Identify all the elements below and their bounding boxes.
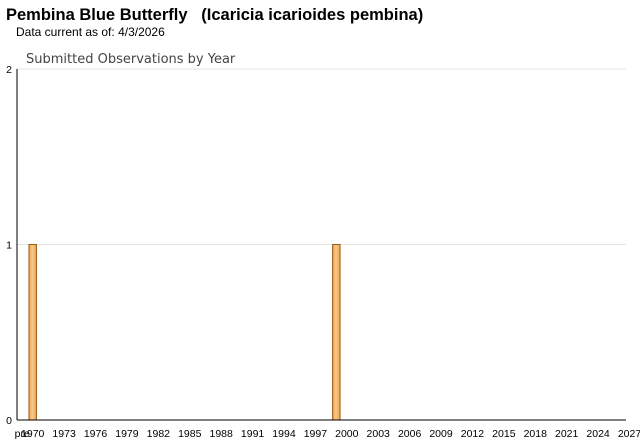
gridlines	[17, 68, 626, 245]
chart-title: Submitted Observations by Year	[26, 52, 236, 67]
data-current-line: Data current as of: 4/3/2026	[16, 25, 165, 40]
bars	[28, 244, 341, 421]
x-tick-label-2027: 2027	[618, 428, 640, 440]
x-tick-label-1997: 1997	[304, 428, 328, 440]
x-tick-label-pre: pre	[15, 428, 30, 440]
x-tick-label-1973: 1973	[52, 428, 76, 440]
x-tick-label-1985: 1985	[178, 428, 202, 440]
y-tick-label-0: 0	[6, 415, 12, 427]
x-tick-label-2006: 2006	[398, 428, 422, 440]
y-tick-labels: 0 1 2	[6, 64, 12, 427]
x-tick-label-2024: 2024	[586, 428, 610, 440]
x-tick-label-2021: 2021	[555, 428, 579, 440]
y-tick-label-1: 1	[6, 240, 12, 252]
x-tick-label-2000: 2000	[335, 428, 359, 440]
page-title: Pembina Blue Butterfly (Icaricia icarioi…	[6, 6, 424, 24]
x-tick-label-2012: 2012	[461, 428, 485, 440]
data-current-date: 4/3/2026	[118, 25, 165, 39]
x-tick-label-1982: 1982	[147, 428, 171, 440]
x-tick-label-1988: 1988	[209, 428, 233, 440]
x-tick-label-2015: 2015	[492, 428, 516, 440]
x-tick-label-2003: 2003	[367, 428, 391, 440]
x-tick-label-1994: 1994	[272, 428, 296, 440]
data-current-label: Data current as of:	[16, 25, 115, 39]
x-tick-label-2009: 2009	[429, 428, 453, 440]
y-tick-label-2: 2	[6, 64, 12, 76]
bar-1970	[28, 244, 37, 421]
x-tick-label-1970: 1970	[21, 428, 45, 440]
x-tick-label-2018: 2018	[524, 428, 548, 440]
x-tick-label-1991: 1991	[241, 428, 265, 440]
x-tick-label-1976: 1976	[84, 428, 108, 440]
axes	[16, 69, 626, 421]
bar-1999	[332, 244, 341, 421]
x-tick-label-1979: 1979	[115, 428, 139, 440]
